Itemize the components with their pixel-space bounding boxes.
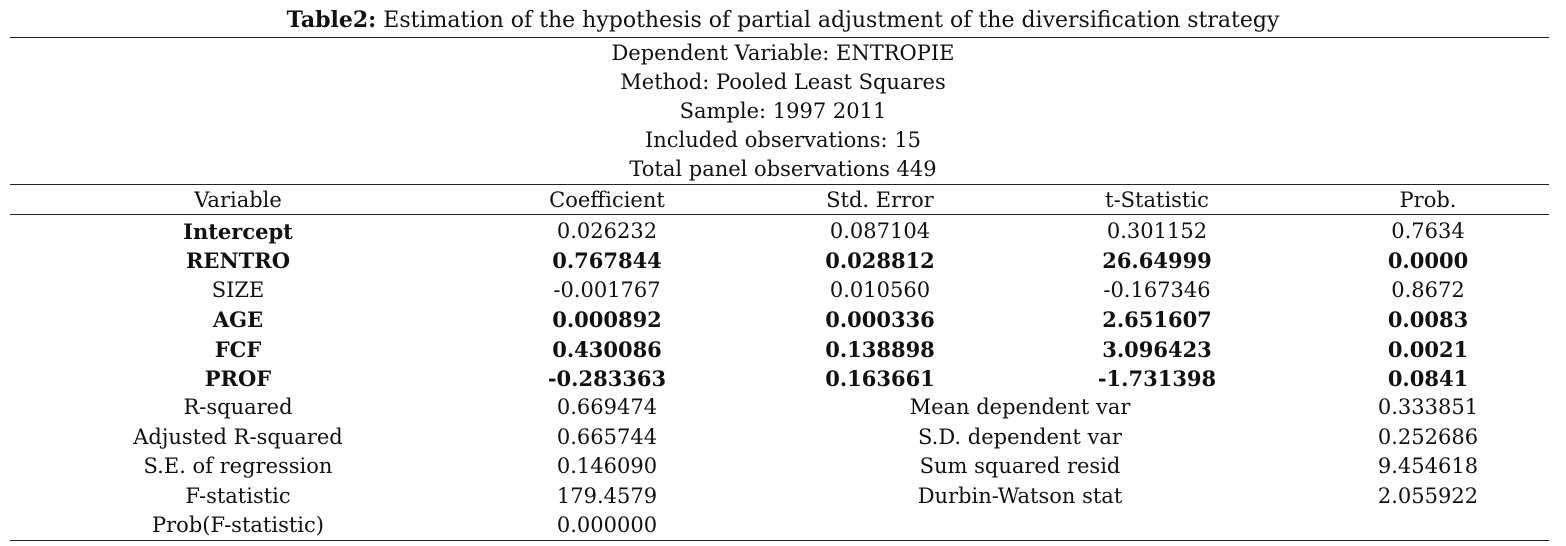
stat-row: S.E. of regression 0.146090 Sum squared re… xyxy=(0,452,1566,481)
stat-label-cell: R-squared xyxy=(183,395,293,420)
variable-cell: AGE xyxy=(212,307,264,333)
stat-label-cell: Sum squared resid xyxy=(919,454,1121,479)
total-panel-observations-line: Total panel observations 449 xyxy=(629,157,937,181)
prob-cell: 0.0021 xyxy=(1387,336,1469,362)
stat-row: F-statistic 179.4579 Durbin-Watson stat 2.0… xyxy=(0,482,1566,511)
std-error-cell: 0.028812 xyxy=(825,248,935,274)
stat-label-cell: Durbin-Watson stat xyxy=(917,483,1123,508)
prob-cell: 0.7634 xyxy=(1391,219,1465,243)
stat-value-cell: 0.000000 xyxy=(556,513,658,537)
coefficient-cell: -0.001767 xyxy=(553,277,661,302)
stat-value-cell: 0.252686 xyxy=(1377,424,1479,449)
stat-label-cell: S.E. of regression xyxy=(143,454,333,479)
table-caption-label: Table2: xyxy=(286,7,377,33)
header-bottom-rule xyxy=(10,214,1549,215)
table-row: Intercept 0.026232 0.087104 0.301152 0.7634 xyxy=(0,217,1566,246)
stat-label-cell: Adjusted R-squared xyxy=(133,424,343,449)
std-error-cell: 0.000336 xyxy=(825,307,935,333)
t-statistic-cell: -0.167346 xyxy=(1103,277,1211,302)
stat-value-cell: 0.333851 xyxy=(1377,395,1479,420)
method-line: Method: Pooled Least Squares xyxy=(620,70,946,94)
coefficient-cell: -0.283363 xyxy=(547,366,667,391)
stat-label-cell: F-statistic xyxy=(185,483,291,508)
variable-cell: Intercept xyxy=(183,219,293,244)
table-row: FCF 0.430086 0.138898 3.096423 0.0021 xyxy=(0,335,1566,364)
stat-label-cell: S.D. dependent var xyxy=(918,424,1122,449)
variable-cell: PROF xyxy=(204,366,272,391)
dependent-variable-line: Dependent Variable: ENTROPIE xyxy=(611,41,955,65)
bottom-rule xyxy=(10,540,1549,541)
stat-value-cell: 0.669474 xyxy=(556,395,658,420)
t-statistic-cell: 0.301152 xyxy=(1106,219,1208,243)
header-top-rule xyxy=(10,184,1549,185)
t-statistic-cell: 2.651607 xyxy=(1102,307,1212,333)
std-error-cell: 0.163661 xyxy=(825,366,935,391)
stat-value-cell: 0.146090 xyxy=(556,454,658,479)
t-statistic-cell: 26.64999 xyxy=(1102,248,1212,274)
stat-value-cell: 9.454618 xyxy=(1377,454,1479,479)
included-observations-line: Included observations: 15 xyxy=(644,128,922,152)
top-rule xyxy=(10,37,1549,38)
table-caption-text: Estimation of the hypothesis of partial … xyxy=(376,8,1280,33)
regression-header-info: Dependent Variable: ENTROPIE Method: Poo… xyxy=(0,39,1566,184)
variable-cell: SIZE xyxy=(211,277,265,302)
table-row: RENTRO 0.767844 0.028812 26.64999 0.0000 xyxy=(0,246,1566,275)
std-error-cell: 0.010560 xyxy=(829,277,931,302)
table-row: SIZE -0.001767 0.010560 -0.167346 0.8672 xyxy=(0,276,1566,305)
column-header-std-error: Std. Error xyxy=(826,188,934,212)
prob-cell: 0.0083 xyxy=(1387,307,1469,333)
prob-cell: 0.0841 xyxy=(1387,366,1469,391)
coefficient-cell: 0.000892 xyxy=(552,307,662,333)
stat-label-cell: Mean dependent var xyxy=(909,395,1131,420)
column-header-coefficient: Coefficient xyxy=(549,188,665,212)
std-error-cell: 0.138898 xyxy=(825,336,935,362)
table-caption: Table2: Estimation of the hypothesis of … xyxy=(0,6,1566,35)
stat-row: R-squared 0.669474 Mean dependent var 0.333… xyxy=(0,393,1566,422)
sample-line: Sample: 1997 2011 xyxy=(679,99,887,123)
t-statistic-cell: 3.096423 xyxy=(1102,336,1212,362)
prob-cell: 0.8672 xyxy=(1391,277,1465,302)
column-header-variable: Variable xyxy=(194,188,282,212)
stat-row: Adjusted R-squared 0.665744 S.D. dependent… xyxy=(0,423,1566,452)
column-header-t-statistic: t-Statistic xyxy=(1105,188,1209,212)
stat-row: Prob(F-statistic) 0.000000 xyxy=(0,511,1566,540)
column-header-prob: Prob. xyxy=(1399,188,1457,212)
coefficient-cell: 0.026232 xyxy=(556,219,658,243)
stat-value-cell: 179.4579 xyxy=(556,483,658,508)
variable-cell: FCF xyxy=(214,336,262,362)
coefficient-cell: 0.430086 xyxy=(552,336,662,362)
std-error-cell: 0.087104 xyxy=(829,219,931,243)
prob-cell: 0.0000 xyxy=(1387,248,1469,274)
table-row: AGE 0.000892 0.000336 2.651607 0.0083 xyxy=(0,305,1566,334)
stat-value-cell: 0.665744 xyxy=(556,424,658,449)
stat-label-cell: Prob(F-statistic) xyxy=(152,513,324,537)
stat-value-cell: 2.055922 xyxy=(1377,483,1479,508)
coefficient-cell: 0.767844 xyxy=(552,248,662,274)
variable-cell: RENTRO xyxy=(185,248,291,274)
column-header-row: Variable Coefficient Std. Error t-Statis… xyxy=(0,186,1566,215)
t-statistic-cell: -1.731398 xyxy=(1097,366,1217,391)
table-row: PROF -0.283363 0.163661 -1.731398 0.0841 xyxy=(0,364,1566,393)
